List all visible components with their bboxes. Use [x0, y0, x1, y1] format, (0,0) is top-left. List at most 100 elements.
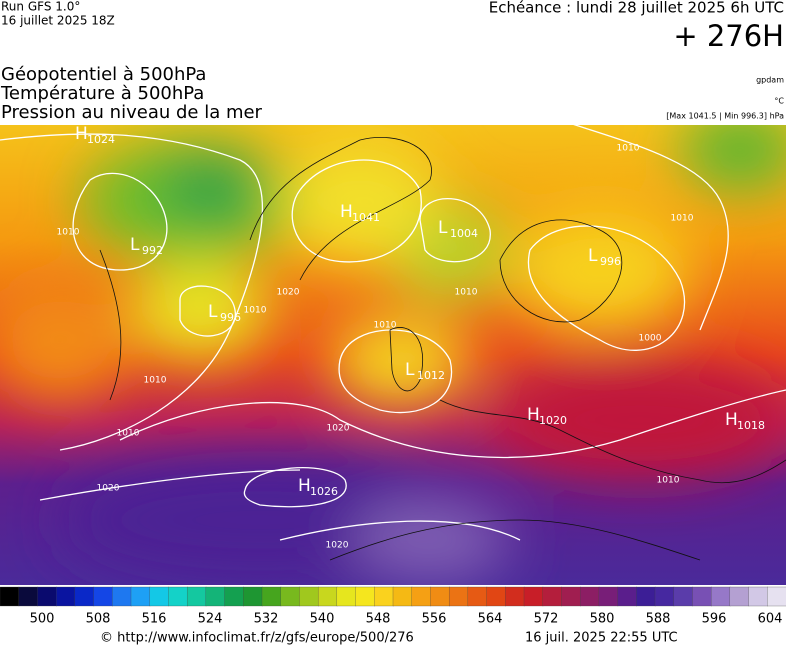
colorbar-swatch — [112, 586, 132, 607]
colorbar-swatch — [729, 586, 750, 607]
colorbar-swatch — [710, 586, 731, 607]
colorbar-swatch — [74, 586, 95, 607]
isobar-label: 1010 — [374, 321, 397, 331]
colorbar-swatch — [18, 586, 39, 607]
colorbar-label: 500 — [30, 612, 55, 627]
colorbar-swatch — [355, 586, 375, 607]
colorbar-swatch — [579, 586, 600, 607]
colorbar-swatch — [0, 586, 20, 607]
colorbar-label: 548 — [366, 612, 391, 627]
isobars — [0, 125, 786, 541]
isobar-label: 1020 — [327, 424, 350, 434]
isobar-label: 1020 — [97, 484, 120, 494]
colorbar-label: 588 — [646, 612, 671, 627]
colorbar-swatch — [598, 586, 619, 607]
colorbar-label: 572 — [534, 612, 559, 627]
colorbar-swatch — [673, 586, 694, 607]
colorbar-swatch — [205, 586, 226, 607]
unit-label: °C — [774, 97, 784, 106]
center-kind: L — [208, 302, 218, 322]
isobar-label: 1010 — [671, 214, 694, 224]
lead-time: + 276H — [673, 19, 784, 53]
colorbar-swatch — [55, 586, 76, 607]
isobar-label: 1010 — [57, 228, 80, 238]
colorbar-swatch — [261, 586, 282, 607]
colorbar-swatch — [467, 586, 488, 607]
colorbar-swatch — [299, 586, 319, 607]
colorbar-swatch — [486, 586, 506, 607]
colorbar-swatch — [505, 586, 525, 607]
isobar-label: 1020 — [277, 288, 300, 298]
unit-label: gpdam — [756, 76, 784, 85]
center-value: 996 — [220, 311, 241, 324]
colorbar-swatch — [93, 586, 113, 607]
colorbar-swatch — [617, 586, 637, 607]
colorbar-label: 524 — [198, 612, 223, 627]
colorbar-label: 596 — [702, 612, 727, 627]
layer-title: Pression au niveau de la mer — [1, 102, 263, 123]
map-field — [0, 125, 786, 585]
colorbar-swatch — [392, 586, 413, 607]
center-value: 1020 — [539, 414, 567, 427]
colorbar-label: 580 — [590, 612, 615, 627]
colorbar-swatch — [130, 586, 151, 607]
colorbar-label: 508 — [86, 612, 111, 627]
isobar-label: 1010 — [144, 376, 167, 386]
colorbar-swatch — [654, 586, 675, 607]
colorbar-swatch — [317, 586, 338, 607]
center-kind: L — [130, 235, 140, 255]
colorbar-label: 532 — [254, 612, 279, 627]
center-value: 1026 — [310, 485, 338, 498]
echeance: Echéance : lundi 28 juillet 2025 6h UTC — [489, 0, 784, 17]
layer-title: Température à 500hPa — [0, 83, 204, 104]
colorbar-swatch — [243, 586, 263, 607]
center-value: 1018 — [737, 419, 765, 432]
colorbar-swatch — [430, 586, 450, 607]
coastlines — [99, 137, 786, 561]
run-date: 16 juillet 2025 18Z — [1, 14, 115, 28]
colorbar-swatch — [636, 586, 656, 607]
center-value: 1024 — [87, 133, 115, 146]
isobar-label: 1010 — [455, 288, 478, 298]
center-value: 996 — [600, 255, 621, 268]
colorbar-swatch — [748, 586, 768, 607]
footer-stamp: 16 juil. 2025 22:55 UTC — [525, 631, 678, 646]
center-kind: H — [75, 124, 88, 144]
colorbar-swatch — [767, 586, 786, 607]
colorbar-swatch — [336, 586, 357, 607]
colorbar-label: 540 — [310, 612, 335, 627]
footer-url: © http://www.infoclimat.fr/z/gfs/europe/… — [100, 631, 414, 646]
colorbar-swatch — [224, 586, 244, 607]
isobar-label: 1000 — [639, 334, 662, 344]
isobar-label: 1010 — [657, 476, 680, 486]
colorbar-swatch — [186, 586, 207, 607]
center-value: 1012 — [417, 369, 445, 382]
colorbar-swatch — [448, 586, 469, 607]
colorbar-swatch — [411, 586, 432, 607]
center-kind: H — [298, 476, 311, 496]
colorbar-label: 604 — [758, 612, 783, 627]
colorbar-swatch — [37, 586, 57, 607]
run-label: Run GFS 1.0° — [1, 0, 80, 14]
center-kind: H — [340, 202, 353, 222]
unit-label: [Max 1041.5 | Min 996.3] hPa — [666, 112, 784, 121]
center-kind: H — [527, 405, 540, 425]
colorbar-swatch — [542, 586, 563, 607]
colorbar-swatch — [280, 586, 301, 607]
colorbar-swatch — [168, 586, 188, 607]
colorbar-swatch — [149, 586, 170, 607]
center-kind: L — [438, 218, 448, 238]
center-kind: L — [588, 246, 598, 266]
center-kind: L — [405, 360, 415, 380]
center-value: 1004 — [450, 227, 478, 240]
isobar-label: 1010 — [244, 306, 267, 316]
center-kind: H — [725, 410, 738, 430]
colorbar-label: 564 — [478, 612, 503, 627]
colorbar-swatch — [374, 586, 394, 607]
layer-title: Géopotentiel à 500hPa — [1, 64, 206, 85]
colorbar-label: 556 — [422, 612, 447, 627]
center-value: 992 — [142, 244, 163, 257]
isobar-label: 1010 — [117, 429, 140, 439]
